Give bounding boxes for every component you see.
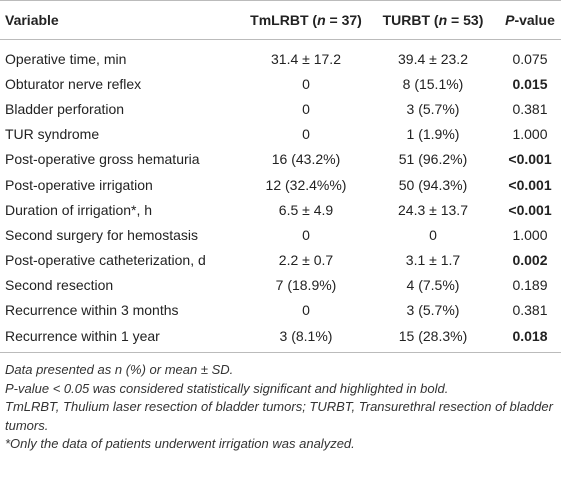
- table-cell: 0.381: [512, 100, 548, 117]
- header-text: = 37): [325, 12, 362, 28]
- header-cell: TURBT (n = 53): [367, 0, 499, 40]
- table-cell: Recurrence within 3 months: [5, 302, 179, 319]
- table-cell: 8 (15.1%): [402, 75, 464, 92]
- table-row: Bladder perforation 0 3 (5.7%) 0.381: [0, 96, 561, 121]
- header-text: TmLRBT (: [250, 12, 318, 28]
- table-cell: 15 (28.3%): [367, 323, 499, 354]
- table-cell: <0.001: [508, 151, 552, 168]
- table-cell: 3.1 ± 1.7: [405, 252, 461, 269]
- header-row: Variable TmLRBT (n = 37) TURBT (n = 53) P-v…: [0, 0, 561, 40]
- table-cell: Post-operative catheterization, d: [5, 252, 206, 269]
- table-cell: 0: [302, 302, 310, 319]
- table-row: Second resection 7 (18.9%) 4 (7.5%) 0.189: [0, 273, 561, 298]
- table-cell: 1.000: [512, 226, 548, 243]
- table-cell: 3 (5.7%): [406, 302, 460, 319]
- table-cell: 6.5 ± 4.9: [278, 201, 334, 218]
- header-text: -value: [514, 12, 555, 28]
- table-cell: Operative time, min: [5, 50, 127, 67]
- table-cell: 12 (32.4%%): [265, 176, 347, 193]
- table-cell: 0.189: [512, 277, 548, 294]
- table-cell: <0.001: [508, 201, 552, 218]
- table-cell: 0: [302, 126, 310, 143]
- table-cell: Obturator nerve reflex: [5, 75, 142, 92]
- table-cell: Recurrence within 1 year: [0, 323, 245, 354]
- table-cell: 24.3 ± 13.7: [398, 201, 468, 218]
- table-cell: 3 (5.7%): [406, 100, 460, 117]
- header-cell: TmLRBT (n = 37): [245, 0, 367, 40]
- table-cell: 4 (7.5%): [406, 277, 460, 294]
- table-cell: Duration of irrigation*, h: [5, 201, 153, 218]
- table-cell: 0.075: [512, 50, 548, 67]
- table-cell: Post-operative gross hematuria: [5, 151, 200, 168]
- table-cell: TUR syndrome: [5, 126, 100, 143]
- table-cell: 16 (43.2%): [271, 151, 341, 168]
- table-cell: 50 (94.3%): [398, 176, 468, 193]
- table-row: TUR syndrome 0 1 (1.9%) 1.000: [0, 122, 561, 147]
- table-cell: 3 (8.1%): [245, 323, 367, 354]
- table-row: Operative time, min 31.4 ± 17.2 39.4 ± 23.…: [0, 40, 561, 72]
- table-cell: 0.018: [499, 323, 561, 354]
- results-table: Variable TmLRBT (n = 37) TURBT (n = 53) P-v…: [0, 0, 561, 354]
- table-cell: 0: [429, 226, 437, 243]
- header-cell: Variable: [0, 0, 245, 40]
- table-cell: 7 (18.9%): [275, 277, 337, 294]
- table-cell: 2.2 ± 0.7: [278, 252, 334, 269]
- table-cell: 1.000: [512, 126, 548, 143]
- header-text: TURBT (: [382, 12, 439, 28]
- table-body: Operative time, min 31.4 ± 17.2 39.4 ± 23.…: [0, 40, 561, 354]
- note: P-value < 0.05 was considered statistica…: [5, 380, 449, 396]
- header-cell: P-value: [499, 0, 561, 40]
- table-cell: 39.4 ± 23.2: [398, 50, 468, 67]
- note: *Only the data of patients underwent irr…: [5, 436, 355, 452]
- table-cell: 31.4 ± 17.2: [271, 50, 341, 67]
- table-cell: <0.001: [508, 176, 552, 193]
- table-row: Recurrence within 1 year 3 (8.1%) 15 (28.3…: [0, 323, 561, 354]
- table-row: Obturator nerve reflex 0 8 (15.1%) 0.015: [0, 71, 561, 96]
- table-cell: 0.015: [512, 75, 548, 92]
- header-text: P: [505, 12, 515, 28]
- table-row: Post-operative catheterization, d 2.2 ± 0…: [0, 248, 561, 273]
- header-text: = 53): [447, 12, 484, 28]
- table-cell: 51 (96.2%): [398, 151, 468, 168]
- table-cell: Second resection: [5, 277, 114, 294]
- header-text: n: [438, 12, 448, 28]
- table-row: Second surgery for hemostasis 0 0 1.000: [0, 222, 561, 247]
- table-row: Post-operative irrigation 12 (32.4%%) 50 (…: [0, 172, 561, 197]
- note: TmLRBT, Thulium laser resection of bladd…: [5, 399, 553, 433]
- table-cell: 1 (1.9%): [406, 126, 460, 143]
- header-text: n: [317, 12, 326, 28]
- table-row: Recurrence within 3 months 0 3 (5.7%) 0.381: [0, 298, 561, 323]
- table-cell: 0.381: [512, 302, 548, 319]
- table-row: Duration of irrigation*, h 6.5 ± 4.9 24.3 …: [0, 197, 561, 222]
- table-cell: 0: [302, 226, 310, 243]
- table-cell: 0.002: [512, 252, 548, 269]
- notes: Data presented as n (%) or mean ± SD. P-v…: [0, 353, 561, 454]
- table-cell: 0: [302, 100, 310, 117]
- table-cell: 0: [302, 75, 310, 92]
- table-cell: Bladder perforation: [5, 100, 125, 117]
- note: Data presented as n (%) or mean ± SD.: [5, 362, 234, 378]
- table-cell: Second surgery for hemostasis: [5, 226, 198, 243]
- table-cell: Post-operative irrigation: [5, 176, 153, 193]
- table-row: Post-operative gross hematuria 16 (43.2%)…: [0, 147, 561, 172]
- header-text: Variable: [5, 12, 59, 28]
